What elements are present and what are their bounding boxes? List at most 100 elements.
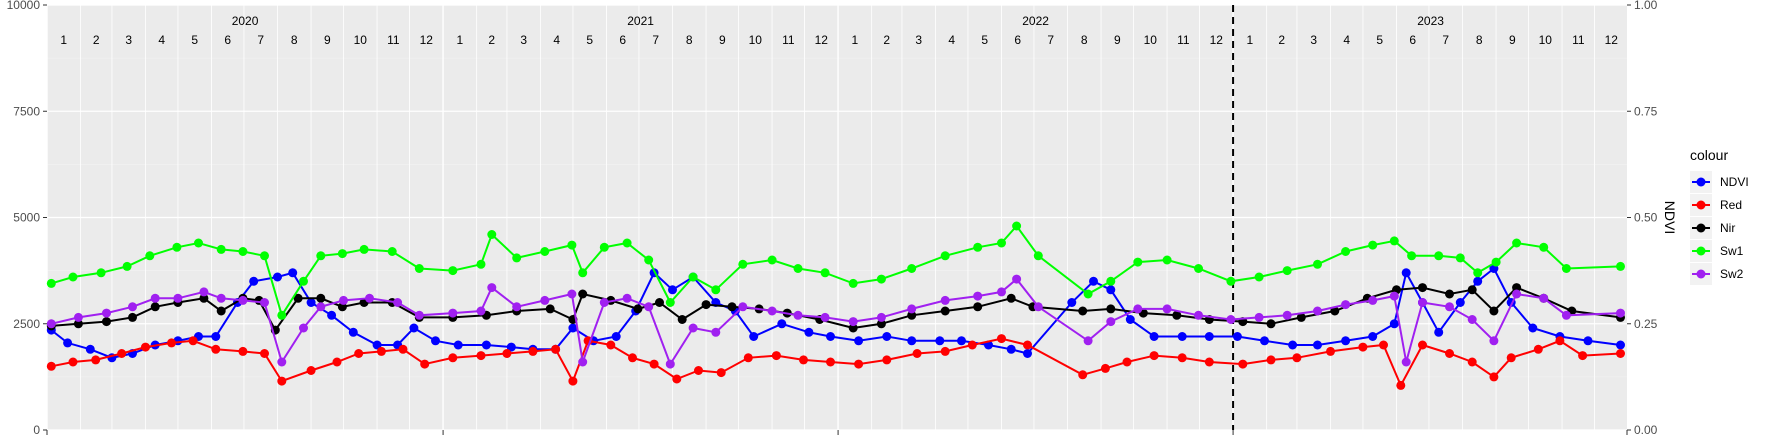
data-point [1226,276,1236,286]
month-label: 8 [686,33,693,47]
year-label: 2020 [232,14,259,28]
data-point [1260,336,1269,346]
data-point [668,285,677,295]
data-point [876,312,886,322]
month-label: 11 [1177,33,1190,47]
y2-tick-label: 0.00 [1634,423,1658,437]
data-point [249,276,259,286]
data-point [293,293,303,303]
month-label: 10 [749,33,763,47]
data-point [216,293,226,303]
data-point [644,255,654,265]
data-point [1083,336,1093,346]
data-point [655,298,664,307]
data-point [481,340,491,350]
data-point [85,344,95,354]
data-point [711,327,721,337]
data-point [1491,257,1501,267]
data-point [260,298,269,307]
data-point [1106,317,1116,327]
data-point [1194,264,1203,273]
data-point [940,295,950,305]
data-point [1067,298,1077,307]
data-point [1368,295,1378,305]
data-point [540,247,550,256]
data-point [1389,319,1399,329]
data-point [1418,298,1427,307]
data-point [448,266,458,276]
data-point [68,357,78,367]
month-label: 10 [1539,33,1553,47]
data-point [260,251,269,261]
data-point [1226,315,1236,324]
data-point [327,310,337,320]
data-point [1033,251,1043,261]
data-point [1296,312,1306,322]
data-point [316,293,326,303]
data-point [826,332,835,341]
data-point [348,327,358,337]
data-point [967,340,977,350]
series-sw1 [46,221,1625,320]
data-point [1616,308,1625,318]
data-point [1172,310,1182,320]
data-point [973,291,983,301]
legend-key-point [1696,200,1706,210]
data-point [173,293,183,303]
data-point [649,359,659,369]
data-point [701,300,711,310]
data-point [216,306,226,316]
data-point [1341,247,1351,256]
data-point [1282,266,1292,276]
data-point [1561,264,1571,273]
data-point [1555,336,1565,346]
month-label: 2 [1278,33,1285,47]
month-label: 2 [93,33,100,47]
data-point [907,264,917,273]
data-point [997,287,1006,297]
data-point [365,293,374,303]
data-point [1254,272,1264,282]
data-point [1125,315,1135,324]
data-point [528,346,538,356]
data-point [1506,353,1516,363]
data-point [487,283,497,293]
month-label: 7 [257,33,264,47]
data-point [727,302,737,312]
data-point [1089,276,1098,286]
data-point [973,242,983,252]
data-point [102,317,111,327]
data-point [1100,363,1110,373]
data-point [1254,312,1264,322]
data-point [1083,289,1093,299]
data-point [1379,340,1388,350]
data-point [167,338,176,348]
data-point [512,253,522,263]
data-point [172,242,182,252]
data-point [63,338,73,348]
data-point [1473,276,1483,286]
data-point [848,317,858,327]
data-point [299,323,308,333]
data-point [1006,344,1016,354]
data-point [1106,276,1116,286]
data-point [551,344,561,354]
data-point [540,295,550,305]
data-point [414,264,424,273]
data-point [512,302,522,312]
legend-key-point [1696,223,1706,233]
legend-label-sw2: Sw2 [1720,267,1744,281]
month-label: 4 [553,33,560,47]
month-label: 11 [1572,33,1585,47]
data-point [238,247,248,256]
data-point [1012,221,1022,231]
data-point [1467,357,1477,367]
data-point [688,272,698,282]
data-point [677,315,687,324]
data-point [1023,340,1032,350]
data-point [150,302,160,312]
series-sw2 [46,274,1625,369]
data-point [117,349,127,358]
data-point [1407,251,1417,261]
data-point [453,340,463,350]
